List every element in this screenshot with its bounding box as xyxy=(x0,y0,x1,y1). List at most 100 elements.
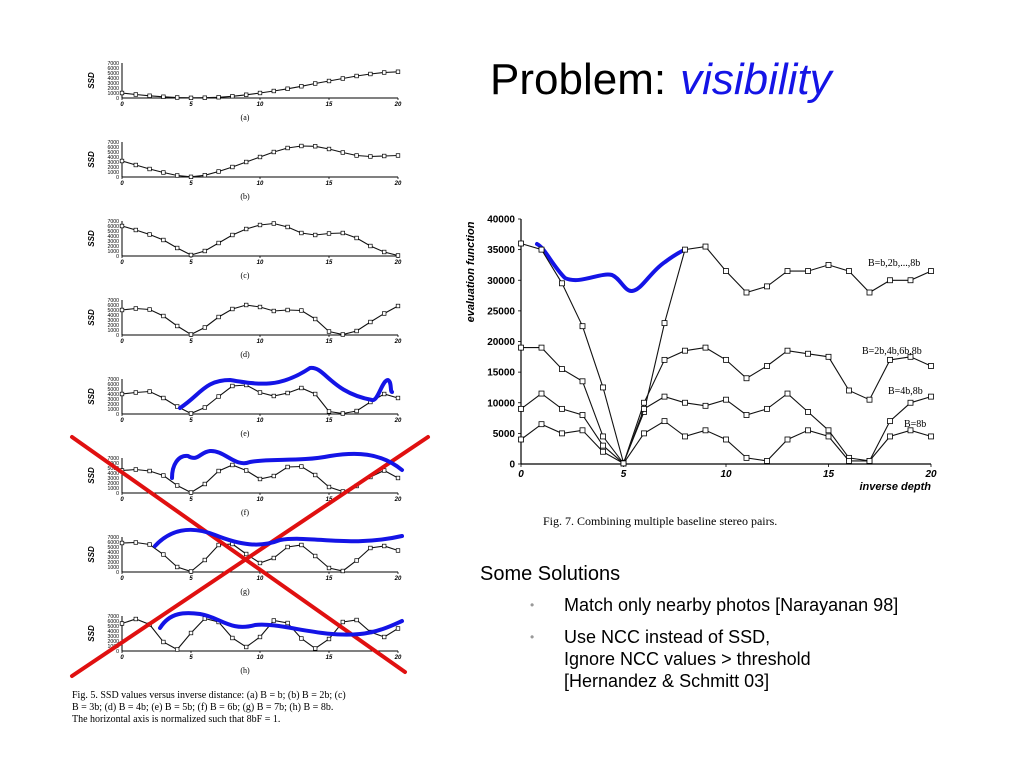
data-point xyxy=(661,356,668,363)
solution-item: • Use NCC instead of SSD, Ignore NCC val… xyxy=(530,626,1020,692)
y-tick-label: 35000 xyxy=(487,245,515,256)
data-point xyxy=(119,621,125,626)
data-point xyxy=(313,391,318,397)
data-point xyxy=(216,394,221,399)
y-tick-label: 2000 xyxy=(107,244,119,250)
y-tick-label: 3000 xyxy=(107,81,119,87)
data-point xyxy=(764,283,770,290)
data-point xyxy=(846,387,852,394)
data-point xyxy=(682,399,688,406)
data-point xyxy=(326,231,332,236)
fig5-caption-line: The horizontal axis is normalized such t… xyxy=(72,714,280,725)
y-tick-label: 15000 xyxy=(487,368,515,379)
data-point xyxy=(299,464,304,469)
data-point xyxy=(216,95,221,100)
x-tick-label: 20 xyxy=(394,260,402,266)
data-point xyxy=(230,94,235,99)
data-point xyxy=(188,569,194,574)
x-tick-label: 10 xyxy=(257,102,264,108)
data-point xyxy=(743,289,750,296)
data-point xyxy=(620,460,627,467)
data-point xyxy=(743,412,750,418)
y-tick-label: 25000 xyxy=(487,306,515,317)
y-tick-label: 0 xyxy=(116,254,119,260)
data-point xyxy=(340,150,345,155)
data-point xyxy=(825,433,832,440)
data-point xyxy=(216,542,221,548)
panel-label: (e) xyxy=(241,429,250,438)
data-point xyxy=(538,246,545,253)
data-point xyxy=(661,418,668,425)
data-point xyxy=(147,232,152,237)
x-tick-label: 10 xyxy=(257,497,264,503)
data-point xyxy=(326,565,332,571)
data-point xyxy=(784,347,791,354)
data-point xyxy=(600,384,606,391)
x-tick-label: 5 xyxy=(189,655,193,661)
data-point xyxy=(147,307,152,312)
y-tick-label: 2000 xyxy=(107,560,119,566)
data-point xyxy=(271,149,276,155)
y-tick-label: 7000 xyxy=(107,219,119,225)
data-point xyxy=(133,616,138,622)
y-tick-label: 7000 xyxy=(107,140,119,146)
data-point xyxy=(271,618,276,623)
blue-annotation-stroke xyxy=(178,365,394,410)
data-point xyxy=(326,636,332,642)
x-tick-label: 0 xyxy=(120,576,124,582)
y-tick-label: 5000 xyxy=(107,387,119,393)
data-point xyxy=(188,490,194,495)
data-point xyxy=(702,344,709,351)
data-point xyxy=(313,316,318,322)
data-point xyxy=(764,458,770,464)
y-tick-label: 2000 xyxy=(107,86,119,92)
data-point xyxy=(866,458,873,464)
x-tick-label: 5 xyxy=(621,469,627,480)
data-point xyxy=(579,323,586,330)
data-point xyxy=(216,169,221,174)
y-tick-label: 2000 xyxy=(107,165,119,171)
y-tick-label: 3000 xyxy=(107,239,119,245)
y-tick-label: 1000 xyxy=(107,328,119,334)
data-point xyxy=(313,232,318,238)
data-point xyxy=(119,540,125,546)
panel-label: (a) xyxy=(241,113,250,122)
y-tick-label: 4000 xyxy=(107,155,119,161)
data-point xyxy=(257,222,263,228)
data-point xyxy=(723,356,729,363)
y-axis-label: SSD xyxy=(87,72,96,89)
data-point xyxy=(257,90,263,96)
data-point xyxy=(928,393,934,400)
data-point xyxy=(368,154,373,159)
data-point xyxy=(368,319,373,325)
data-point xyxy=(340,619,345,625)
data-point xyxy=(825,262,832,268)
y-tick-label: 6000 xyxy=(107,619,119,625)
bullet-icon: • xyxy=(530,598,535,612)
y-tick-label: 3000 xyxy=(107,555,119,561)
data-point xyxy=(702,243,709,250)
data-point xyxy=(188,95,194,101)
data-point xyxy=(133,306,138,311)
data-point xyxy=(600,442,606,449)
x-tick-label: 10 xyxy=(720,469,732,480)
data-point xyxy=(285,307,290,313)
data-point xyxy=(641,405,647,412)
data-point xyxy=(702,427,709,434)
data-point xyxy=(743,375,750,382)
y-tick-label: 4000 xyxy=(107,392,119,398)
data-point xyxy=(928,268,934,274)
data-point xyxy=(257,634,263,640)
data-point xyxy=(257,560,263,566)
y-tick-label: 5000 xyxy=(107,229,119,235)
x-tick-label: 15 xyxy=(326,576,333,582)
data-point xyxy=(175,323,180,329)
x-tick-label: 0 xyxy=(120,260,124,266)
title-text: Problem: xyxy=(490,55,667,104)
data-point xyxy=(354,328,359,334)
data-point xyxy=(825,353,832,360)
y-tick-label: 3000 xyxy=(107,476,119,482)
x-axis-label: inverse depth xyxy=(859,481,931,493)
